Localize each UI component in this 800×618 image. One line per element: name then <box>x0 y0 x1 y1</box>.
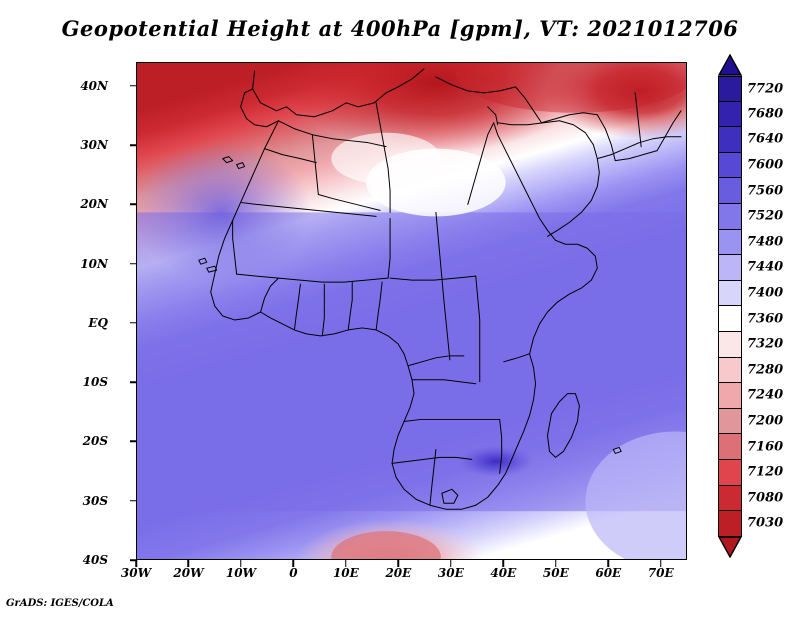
x-axis-tick-label: 30W <box>120 566 152 580</box>
x-axis-tick-label: 30E <box>437 566 464 580</box>
x-axis-tick-mark <box>450 560 452 567</box>
colorbar-swatch: 7080 <box>718 485 783 512</box>
colorbar-bottom-arrow <box>717 536 743 559</box>
x-axis-tick-mark <box>240 560 242 567</box>
y-axis-tick-label: 30S <box>82 493 108 508</box>
attribution-footer: GrADS: IGES/COLA <box>6 598 114 609</box>
colorbar-tick-label: 7600 <box>747 157 784 173</box>
colorbar-tick-label: 7560 <box>747 183 784 199</box>
x-axis-tick-mark <box>135 560 137 567</box>
colorbar-tick-label: 7200 <box>747 413 784 429</box>
colorbar-swatch: 7600 <box>718 152 783 179</box>
colorbar-swatch: 7440 <box>718 255 783 281</box>
y-axis-tick-mark <box>130 559 137 561</box>
y-axis-tick-label: EQ <box>88 315 108 330</box>
colorbar-swatch: 7640 <box>718 127 783 153</box>
map-plot-area <box>136 62 687 560</box>
x-axis-tick-mark <box>555 560 557 567</box>
colorbar-swatch: 7560 <box>718 178 783 204</box>
x-axis-tick-label: 60E <box>595 566 622 580</box>
colorbar-swatch: 7030 <box>718 511 783 537</box>
x-axis-tick-label: 0 <box>289 566 298 580</box>
y-axis-tick-mark <box>130 322 137 324</box>
x-axis-tick-mark <box>502 560 505 567</box>
x-axis-tick-label: 10W <box>225 566 257 580</box>
colorbar-tick-label: 7400 <box>747 285 784 301</box>
x-axis-tick-mark <box>607 560 610 567</box>
y-axis-tick-label: 40S <box>82 553 108 567</box>
colorbar-swatch: 7120 <box>718 459 783 486</box>
colorbar-swatch: 7680 <box>718 101 783 128</box>
colorbar-tick-label: 7160 <box>747 439 784 455</box>
x-axis-tick-label: 20E <box>385 566 412 580</box>
colorbar-top-arrow <box>717 53 743 76</box>
colorbar-tick-label: 7080 <box>747 490 784 506</box>
colorbar-swatch: 7240 <box>718 383 783 409</box>
colorbar-tick-label: 7030 <box>747 515 784 531</box>
x-axis-tick-mark <box>187 560 190 567</box>
colorbar-swatch: 7320 <box>718 331 783 358</box>
colorbar-swatch: 7200 <box>718 408 783 435</box>
colorbar-tick-label: 7520 <box>747 208 784 224</box>
colorbar-tick-label: 7120 <box>747 464 784 480</box>
colorbar-swatch: 7400 <box>718 280 783 307</box>
colorbar-tick-label: 7440 <box>747 259 784 275</box>
y-axis-tick-mark <box>130 203 137 206</box>
colorbar-tick-label: 7360 <box>747 311 784 327</box>
x-axis-tick-mark <box>397 560 400 567</box>
y-axis-tick-label: 30N <box>80 138 108 152</box>
y-axis-tick-label: 10S <box>82 375 108 390</box>
colorbar-tick-label: 7680 <box>747 106 784 122</box>
y-axis-tick-mark <box>130 84 137 87</box>
y-axis-tick-label: 20S <box>82 434 108 449</box>
y-axis-tick-mark <box>130 381 137 383</box>
geopotential-height-field <box>137 63 686 559</box>
y-axis-tick-mark <box>130 262 137 265</box>
colorbar-swatch: 7720 <box>718 76 783 102</box>
colorbar-tick-label: 7640 <box>747 131 784 147</box>
colorbar[interactable]: 7720 7680 7640 7600 7560 7520 7480 7440 7400 7360… <box>718 76 783 537</box>
y-axis-tick-label: 20N <box>80 197 108 212</box>
colorbar-tick-label: 7240 <box>747 387 784 403</box>
x-axis-tick-label: 20W <box>173 566 204 580</box>
x-axis-tick-mark <box>292 560 295 567</box>
y-axis-tick-label: 40N <box>80 78 108 93</box>
x-axis-tick-mark <box>660 560 662 567</box>
x-axis-tick-label: 70E <box>647 566 674 580</box>
colorbar-swatch: 7520 <box>718 203 783 230</box>
colorbar-tick-label: 7320 <box>747 336 784 352</box>
y-axis-tick-mark <box>130 499 137 502</box>
colorbar-swatch: 7480 <box>718 229 783 256</box>
x-axis-tick-label: 40E <box>490 566 517 580</box>
page-title: Geopotential Height at 400hPa [gpm], VT:… <box>61 16 739 41</box>
y-axis-tick-label: 10N <box>80 256 108 271</box>
colorbar-tick-label: 7280 <box>747 362 784 378</box>
colorbar-tick-label: 7480 <box>747 234 784 250</box>
x-axis-tick-label: 50E <box>542 566 569 580</box>
colorbar-swatch: 7280 <box>718 357 783 384</box>
y-axis-tick-mark <box>130 144 137 146</box>
colorbar-swatch: 7160 <box>718 434 783 460</box>
x-axis-tick-mark <box>345 560 347 567</box>
y-axis-tick-mark <box>130 440 137 443</box>
colorbar-swatch: 7360 <box>718 306 783 332</box>
x-axis-tick-label: 10E <box>332 566 359 580</box>
colorbar-tick-label: 7720 <box>747 81 784 97</box>
